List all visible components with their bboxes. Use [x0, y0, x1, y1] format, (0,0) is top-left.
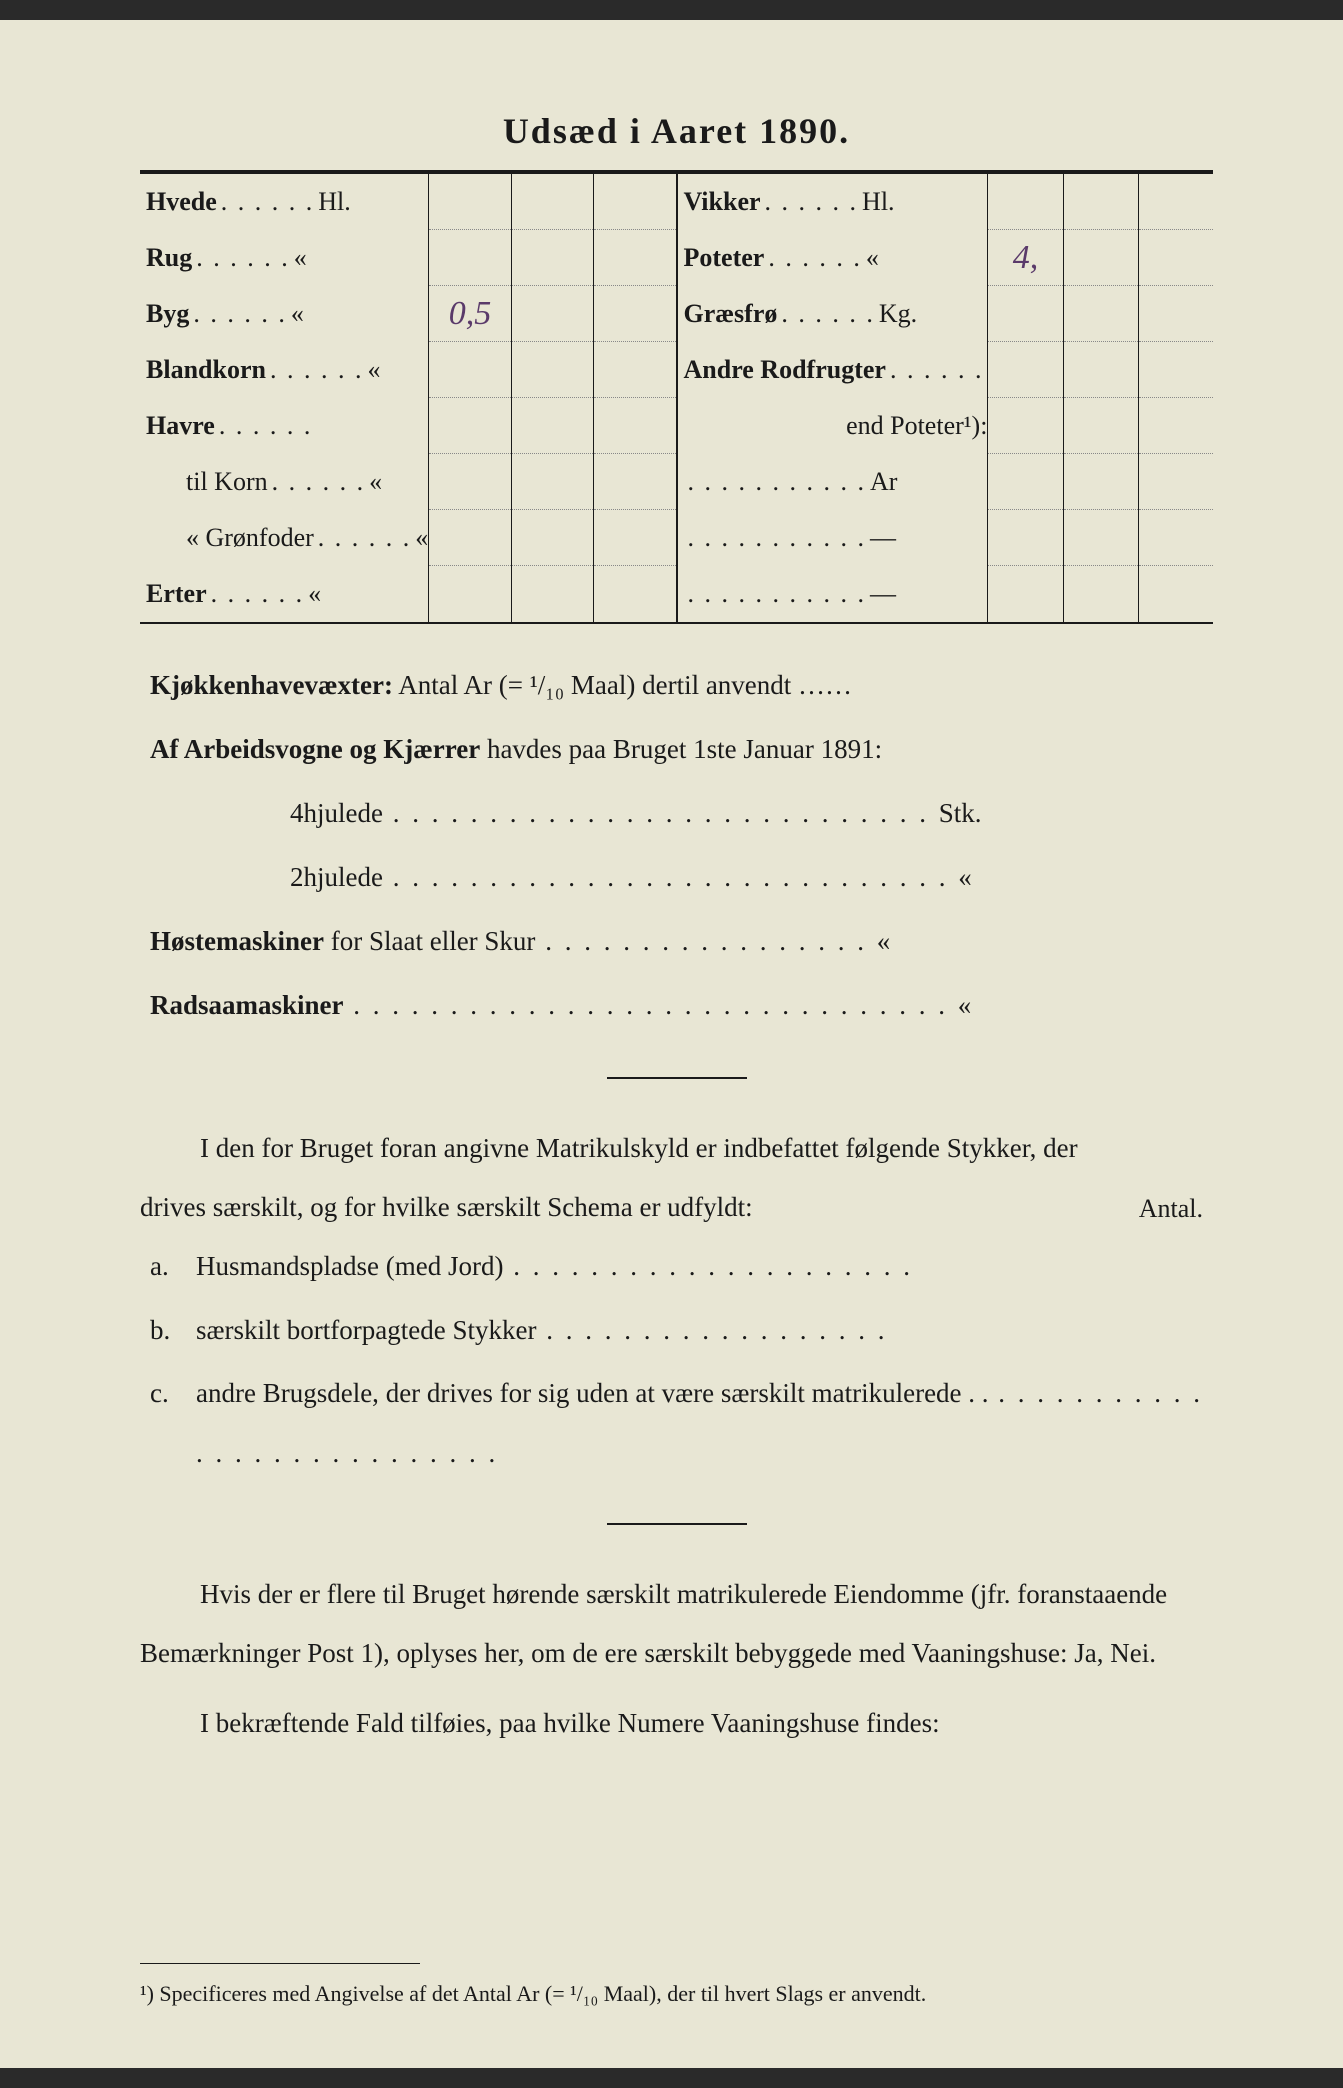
table-cell: [1064, 230, 1138, 286]
table-cell: [594, 286, 675, 342]
table-value-column: [1063, 174, 1138, 622]
table-cell: [1139, 342, 1213, 398]
table-cell: [512, 230, 593, 286]
table-value-column: 0,5: [428, 174, 510, 622]
table-value-column: 4,: [987, 174, 1062, 622]
table-cell: [512, 510, 593, 566]
table-cell: [988, 174, 1062, 230]
table-cell: [429, 510, 510, 566]
table-cell: [988, 566, 1062, 622]
matrikul-section: I den for Bruget foran angivne Matrikuls…: [140, 1119, 1213, 1483]
matrikul-intro: I den for Bruget foran angivne Matrikuls…: [140, 1119, 1103, 1238]
table-row-label: Rug . . . . . .«: [140, 230, 428, 286]
line-4hjul: 4hjulede . . . . . . . . . . . . . . . .…: [150, 782, 1203, 844]
table-cell: [512, 342, 593, 398]
table-cell: [1064, 342, 1138, 398]
line-kjokken: Kjøkkenhavevæxter: Antal Ar (= ¹/₁₀ Maal…: [150, 654, 1203, 716]
table-cell: [1064, 398, 1138, 454]
footnote-rule: [140, 1963, 420, 1964]
handwritten-value: 0,5: [449, 295, 492, 333]
table-cell: [1064, 174, 1138, 230]
page-title: Udsæd i Aaret 1890.: [140, 110, 1213, 152]
table-cell: [1139, 174, 1213, 230]
table-row-label: til Korn . . . . . .«: [140, 454, 428, 510]
table-row-label: Byg . . . . . .«: [140, 286, 428, 342]
table-value-column: [593, 174, 675, 622]
section-divider-1: [607, 1077, 747, 1079]
vaaningshuse-para2: I bekræftende Fald tilføies, paa hvilke …: [140, 1694, 1213, 1753]
table-cell: [512, 398, 593, 454]
table-cell: [988, 342, 1062, 398]
table-cell: 4,: [988, 230, 1062, 286]
line-radsaa: Radsaamaskiner . . . . . . . . . . . . .…: [150, 974, 1203, 1036]
table-cell: [1139, 398, 1213, 454]
table-cell: [988, 510, 1062, 566]
table-cell: [429, 174, 510, 230]
table-cell: [1139, 454, 1213, 510]
table-cell: [594, 230, 675, 286]
body-section: Kjøkkenhavevæxter: Antal Ar (= ¹/₁₀ Maal…: [140, 624, 1213, 1037]
table-cell: [594, 510, 675, 566]
table-cell: [1064, 286, 1138, 342]
seed-table: Hvede . . . . . .Hl.Rug . . . . . .«Byg …: [140, 174, 1213, 624]
table-cell: [594, 174, 675, 230]
table-cell: [594, 566, 675, 622]
table-row-label: Græsfrø . . . . . .Kg.: [678, 286, 988, 342]
line-2hjul: 2hjulede . . . . . . . . . . . . . . . .…: [150, 846, 1203, 908]
line-hoste: Høstemaskiner for Slaat eller Skur . . .…: [150, 910, 1203, 972]
table-row-label: . . . . . . . . . . .—: [678, 566, 988, 622]
table-cell: [429, 454, 510, 510]
table-cell: [594, 342, 675, 398]
table-cell: [429, 566, 510, 622]
handwritten-value: 4,: [1013, 239, 1039, 277]
table-row-label: . . . . . . . . . . .Ar: [678, 454, 988, 510]
table-cell: [512, 454, 593, 510]
table-row-label: . . . . . . . . . . .—: [678, 510, 988, 566]
antal-header: Antal.: [1103, 1180, 1213, 1237]
table-cell: [988, 398, 1062, 454]
section-divider-2: [607, 1523, 747, 1525]
table-row-label: « Grønfoder . . . . . .«: [140, 510, 428, 566]
table-cell: [1139, 230, 1213, 286]
table-cell: 0,5: [429, 286, 510, 342]
table-row-label: Erter . . . . . .«: [140, 566, 428, 622]
table-value-column: [1138, 174, 1213, 622]
list-item-a: a. Husmandspladse (med Jord) . . . . . .…: [140, 1237, 1213, 1296]
table-cell: [1064, 454, 1138, 510]
line-arbeidsvogne: Af Arbeidsvogne og Kjærrer havdes paa Br…: [150, 718, 1203, 780]
table-cell: [988, 454, 1062, 510]
table-cell: [429, 230, 510, 286]
table-row-label: end Poteter¹):: [678, 398, 988, 454]
table-cell: [988, 286, 1062, 342]
table-cell: [512, 566, 593, 622]
table-value-column: [511, 174, 593, 622]
vaaningshuse-para1: Hvis der er flere til Bruget hørende sær…: [140, 1565, 1213, 1684]
table-row-label: Vikker . . . . . .Hl.: [678, 174, 988, 230]
table-cell: [1139, 510, 1213, 566]
table-cell: [594, 454, 675, 510]
table-row-label: Havre . . . . . .: [140, 398, 428, 454]
table-row-label: Blandkorn . . . . . .«: [140, 342, 428, 398]
table-row-label: Hvede . . . . . .Hl.: [140, 174, 428, 230]
list-item-c: c. andre Brugsdele, der drives for sig u…: [140, 1364, 1213, 1483]
table-cell: [1064, 510, 1138, 566]
list-item-b: b. særskilt bortforpagtede Stykker . . .…: [140, 1301, 1213, 1360]
table-cell: [1139, 286, 1213, 342]
table-cell: [429, 342, 510, 398]
table-cell: [429, 398, 510, 454]
table-cell: [1064, 566, 1138, 622]
table-row-label: Andre Rodfrugter . . . . . .: [678, 342, 988, 398]
table-cell: [594, 398, 675, 454]
document-page: Udsæd i Aaret 1890. Hvede . . . . . .Hl.…: [0, 20, 1343, 2068]
table-cell: [512, 174, 593, 230]
table-cell: [1139, 566, 1213, 622]
table-right: Vikker . . . . . .Hl.Poteter . . . . . .…: [676, 174, 1214, 622]
table-left: Hvede . . . . . .Hl.Rug . . . . . .«Byg …: [140, 174, 676, 622]
footnote: ¹) Specificeres med Angivelse af det Ant…: [140, 1974, 1213, 2014]
table-cell: [512, 286, 593, 342]
table-row-label: Poteter . . . . . .«: [678, 230, 988, 286]
